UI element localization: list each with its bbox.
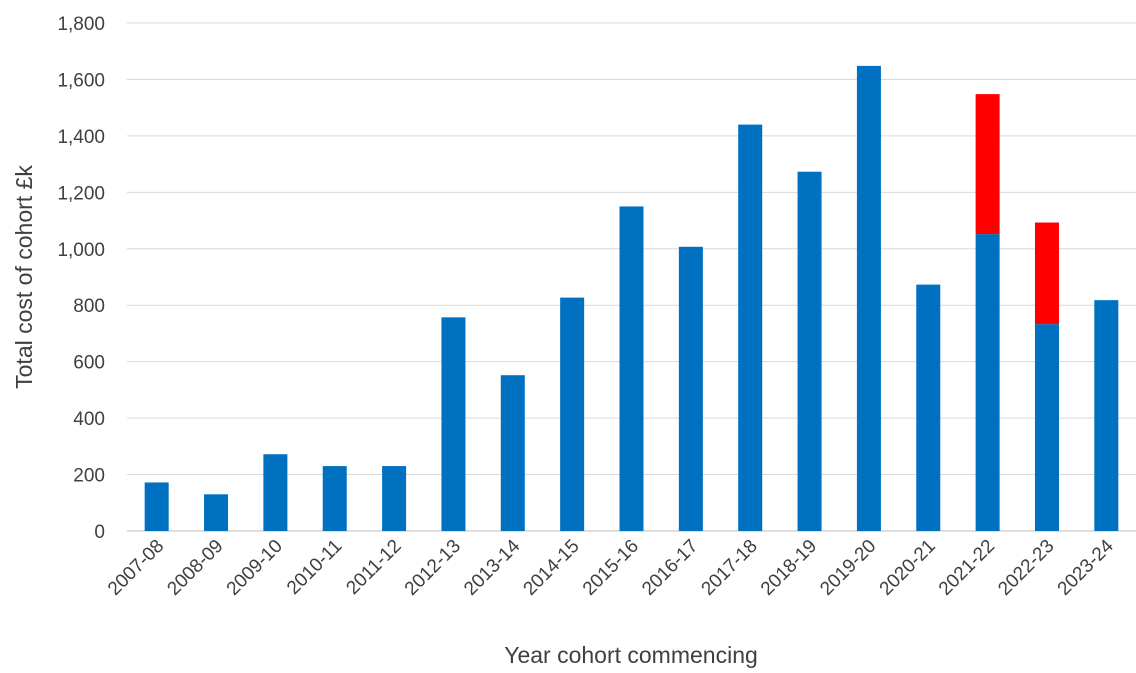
x-axis-title: Year cohort commencing [504, 642, 758, 668]
x-tick-label: 2011-12 [342, 536, 405, 599]
y-tick-label: 0 [94, 522, 105, 543]
x-tick-label: 2019-20 [816, 536, 880, 600]
x-tick-label: 2012-13 [401, 536, 465, 600]
bar-2018-19 [797, 171, 822, 531]
y-axis: 0 200 400 600 800 1,000 1,200 1,400 1,600 1,800 [57, 14, 105, 543]
y-tick-label: 600 [73, 353, 105, 374]
y-tick-label: 1,600 [57, 70, 105, 91]
x-tick-label: 2010-11 [283, 536, 346, 599]
x-tick-label: 2023-24 [1054, 535, 1118, 599]
bar-2011-12 [382, 466, 407, 531]
bar-2021-22-segment-1 [975, 94, 1000, 235]
x-tick-label: 2015-16 [579, 536, 643, 600]
y-tick-label: 1,400 [57, 127, 105, 148]
x-tick-label: 2017-18 [698, 536, 762, 600]
y-tick-label: 1,200 [57, 183, 105, 204]
x-tick-label: 2020-21 [876, 536, 940, 600]
bar-2017-18 [738, 124, 763, 531]
x-axis: 2007-082008-092009-102010-112011-122012-… [104, 535, 1118, 599]
y-tick-label: 200 [73, 466, 105, 487]
bar-2016-17 [678, 246, 703, 531]
x-tick-label: 2009-10 [223, 536, 287, 600]
y-axis-title: Total cost of cohort £k [11, 165, 37, 389]
bar-2012-13 [441, 317, 466, 531]
bar-2022-23 [1034, 324, 1059, 531]
bar-2008-09 [204, 494, 229, 531]
bar-2023-24 [1094, 300, 1119, 531]
bar-2020-21 [916, 284, 941, 531]
x-tick-label: 2007-08 [104, 536, 168, 600]
bar-2022-23-segment-1 [1034, 222, 1059, 325]
x-tick-label: 2016-17 [638, 536, 702, 600]
x-tick-label: 2022-23 [994, 536, 1058, 600]
bar-2007-08 [144, 482, 169, 531]
bar-2021-22 [975, 234, 1000, 531]
bar-2013-14 [500, 375, 525, 531]
bar-2014-15 [560, 297, 585, 531]
x-tick-label: 2018-19 [757, 536, 821, 600]
y-tick-label: 800 [73, 296, 105, 317]
bar-2015-16 [619, 206, 644, 531]
x-tick-label: 2013-14 [460, 535, 524, 599]
bar-2019-20 [856, 65, 881, 532]
x-tick-label: 2014-15 [520, 536, 584, 600]
bar-2010-11 [322, 466, 347, 531]
y-tick-label: 1,000 [57, 240, 105, 261]
bar-2009-10 [263, 454, 288, 531]
y-tick-label: 400 [73, 409, 105, 430]
x-tick-label: 2021-22 [935, 536, 999, 600]
y-tick-label: 1,800 [57, 14, 105, 35]
bars [144, 65, 1119, 532]
x-tick-label: 2008-09 [163, 536, 227, 600]
